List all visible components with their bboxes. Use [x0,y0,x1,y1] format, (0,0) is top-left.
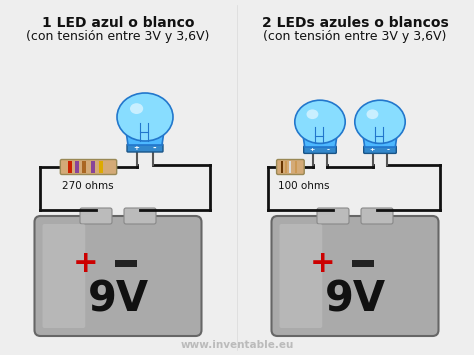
Bar [295,161,297,173]
Bar [285,161,287,173]
Text: (con tensión entre 3V y 3,6V): (con tensión entre 3V y 3,6V) [27,30,210,43]
Text: -: - [327,147,329,153]
Bar [68,161,73,173]
Text: -: - [152,143,156,153]
FancyBboxPatch shape [277,159,304,175]
Text: (con tensión entre 3V y 3,6V): (con tensión entre 3V y 3,6V) [264,30,447,43]
Ellipse shape [295,100,345,143]
Text: +: + [309,147,315,152]
Text: +: + [369,147,374,152]
FancyBboxPatch shape [60,159,117,175]
Text: +: + [73,248,99,278]
Text: 9V: 9V [87,279,148,321]
Text: -: - [387,147,390,153]
Bar [281,161,283,173]
Bar [289,161,291,173]
Text: www.inventable.eu: www.inventable.eu [180,340,294,350]
Ellipse shape [130,103,143,114]
FancyBboxPatch shape [127,144,163,152]
FancyBboxPatch shape [361,208,393,224]
FancyBboxPatch shape [80,208,112,224]
Text: 9V: 9V [324,279,385,321]
Bar [352,260,374,267]
FancyBboxPatch shape [43,224,85,328]
Polygon shape [301,122,339,147]
Text: 1 LED azul o blanco: 1 LED azul o blanco [42,16,194,30]
FancyBboxPatch shape [280,224,322,328]
Text: +: + [133,145,139,151]
FancyBboxPatch shape [317,208,349,224]
FancyBboxPatch shape [272,216,438,336]
Bar [82,161,86,173]
Polygon shape [124,117,166,145]
Bar [99,161,103,173]
FancyBboxPatch shape [304,146,336,153]
FancyBboxPatch shape [124,208,156,224]
Text: 270 ohms: 270 ohms [62,181,113,191]
Text: +: + [310,248,336,278]
Text: 2 LEDs azules o blancos: 2 LEDs azules o blancos [262,16,448,30]
Polygon shape [361,122,399,147]
Bar [75,161,80,173]
Bar [115,260,137,267]
Text: 100 ohms: 100 ohms [278,181,329,191]
Bar [91,161,95,173]
FancyBboxPatch shape [35,216,201,336]
Ellipse shape [355,100,405,143]
Ellipse shape [366,109,378,119]
Ellipse shape [117,93,173,141]
FancyBboxPatch shape [364,146,396,153]
Ellipse shape [307,109,319,119]
